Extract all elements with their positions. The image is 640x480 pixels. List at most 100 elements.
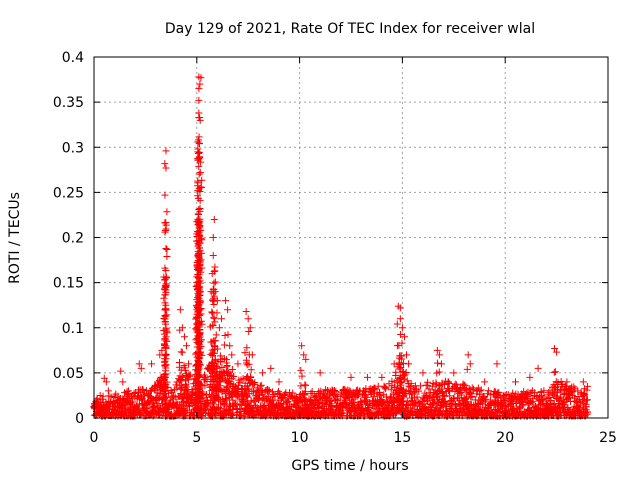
data-point — [209, 296, 217, 304]
data-point — [175, 392, 183, 400]
data-point — [396, 365, 404, 373]
data-point — [158, 346, 166, 354]
data-point — [245, 390, 253, 398]
y-tick-label: 0.2 — [62, 231, 84, 247]
data-point — [237, 411, 245, 419]
data-point — [223, 362, 231, 370]
data-point — [501, 403, 509, 411]
data-point — [161, 318, 169, 326]
data-point — [576, 401, 584, 409]
data-point — [477, 386, 485, 394]
data-point — [226, 342, 234, 350]
data-point — [197, 381, 205, 389]
data-point — [217, 315, 225, 323]
data-point — [183, 342, 191, 350]
data-point — [230, 373, 238, 381]
data-point — [249, 388, 257, 396]
data-point — [210, 297, 218, 305]
x-tick-label: 0 — [90, 430, 99, 446]
data-point — [297, 366, 305, 374]
data-point — [203, 397, 211, 405]
data-point — [196, 197, 204, 205]
data-point — [216, 352, 224, 360]
data-point — [222, 356, 230, 364]
data-point — [195, 294, 203, 302]
x-tick-label: 25 — [599, 430, 617, 446]
data-point — [257, 389, 265, 397]
data-point — [219, 373, 227, 381]
data-point — [466, 360, 474, 368]
data-point — [475, 401, 483, 409]
data-point — [298, 372, 306, 380]
data-point — [529, 395, 537, 403]
data-point — [171, 393, 179, 401]
data-point — [397, 355, 405, 363]
data-point — [551, 404, 559, 412]
data-point — [194, 356, 202, 364]
data-point — [245, 405, 253, 413]
data-point — [211, 318, 219, 326]
data-point — [435, 351, 443, 359]
data-point — [197, 158, 205, 166]
data-point — [222, 394, 230, 402]
x-tick-label: 20 — [496, 430, 514, 446]
data-point — [228, 365, 236, 373]
data-point — [433, 392, 441, 400]
data-point — [395, 360, 403, 368]
data-point — [454, 388, 462, 396]
data-point — [244, 372, 252, 380]
data-point — [213, 345, 221, 353]
data-point — [550, 368, 558, 376]
data-point — [563, 378, 571, 386]
data-point — [196, 217, 204, 225]
data-point — [540, 393, 548, 401]
data-point — [162, 147, 170, 155]
data-point — [346, 388, 354, 396]
data-point — [213, 393, 221, 401]
data-point — [583, 396, 591, 404]
data-point — [196, 244, 204, 252]
data-point — [162, 267, 170, 275]
data-point — [195, 162, 203, 170]
data-point — [581, 391, 589, 399]
data-point — [495, 406, 503, 414]
y-tick-label: 0.4 — [62, 50, 84, 66]
data-point — [495, 408, 503, 416]
data-point — [162, 333, 170, 341]
data-point — [194, 322, 202, 330]
data-point — [236, 408, 244, 416]
data-point — [243, 344, 251, 352]
data-point — [417, 382, 425, 390]
data-point — [218, 364, 226, 372]
data-point — [559, 397, 567, 405]
x-tick-label: 10 — [291, 430, 309, 446]
data-point — [245, 328, 253, 336]
data-point — [198, 249, 206, 257]
data-point — [196, 80, 204, 88]
data-point — [401, 372, 409, 380]
data-point — [136, 411, 144, 419]
data-point — [205, 391, 213, 399]
data-point — [178, 324, 186, 332]
data-point — [212, 331, 220, 339]
data-point — [396, 304, 404, 312]
data-point — [162, 401, 170, 409]
data-point — [180, 362, 188, 370]
data-point — [210, 396, 218, 404]
data-point — [211, 337, 219, 345]
data-point — [402, 402, 410, 410]
data-point — [463, 402, 471, 410]
data-point — [194, 182, 202, 190]
data-point — [226, 391, 234, 399]
data-point — [96, 391, 104, 399]
data-point — [316, 369, 324, 377]
data-point — [378, 373, 386, 381]
data-point — [247, 374, 255, 382]
data-point — [162, 326, 170, 334]
data-point — [201, 374, 209, 382]
data-point — [180, 333, 188, 341]
data-point — [293, 399, 301, 407]
data-point — [248, 378, 256, 386]
data-point — [229, 396, 237, 404]
data-point — [463, 365, 471, 373]
